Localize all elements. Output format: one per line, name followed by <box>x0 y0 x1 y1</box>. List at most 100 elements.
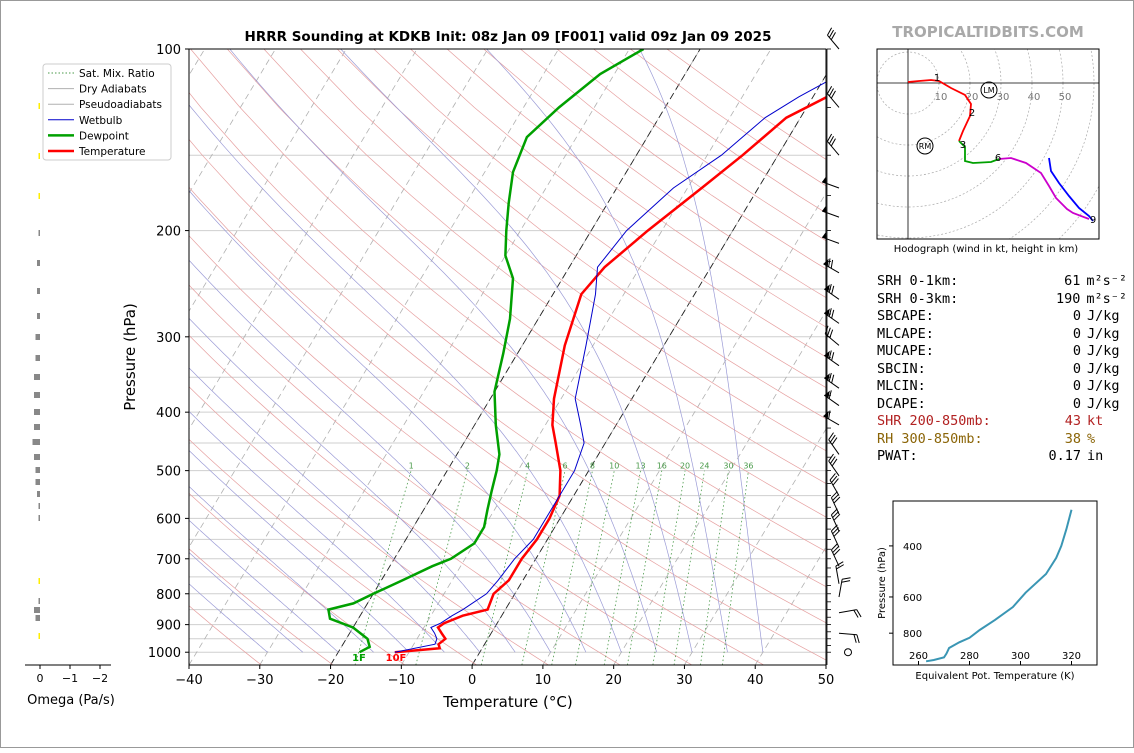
mixing-ratio-label: 30 <box>723 462 733 471</box>
pseudoadiabat <box>341 49 692 652</box>
theta-e-y-tick-label: 400 <box>903 542 922 553</box>
watermark: TROPICALTIDBITS.COM <box>892 23 1084 41</box>
parameter-value: 0 <box>1001 326 1081 344</box>
hodograph-frame <box>877 49 1099 239</box>
theta-e-x-tick-label: 320 <box>1062 651 1081 662</box>
omega-tick-label: −1 <box>62 672 78 685</box>
parameter-unit: kt <box>1081 413 1103 431</box>
omega-bar <box>39 153 41 159</box>
omega-bar <box>34 454 40 460</box>
x-tick-label: 0 <box>468 673 476 688</box>
parameter-unit: J/kg <box>1081 361 1120 379</box>
legend-label: Wetbulb <box>79 115 123 127</box>
wind-barb <box>830 544 846 566</box>
mixing-ratio-label: 6 <box>562 462 567 471</box>
pseudoadiabat <box>487 49 728 652</box>
mixing-ratio-label: 36 <box>743 462 753 471</box>
omega-bar <box>37 313 40 319</box>
y-tick-label: 600 <box>156 512 181 527</box>
pseudoadiabat <box>1 267 303 652</box>
mixing-ratio-line <box>481 471 527 665</box>
parameter-label: SRH 0-3km: <box>877 291 1001 309</box>
omega-bar <box>39 578 41 584</box>
mixing-ratio-label: 24 <box>699 462 709 471</box>
wind-barb <box>822 175 841 188</box>
omega-bar <box>34 409 40 415</box>
parameter-value: 0 <box>1001 378 1081 396</box>
omega-bar <box>36 467 41 473</box>
isotherm <box>260 49 630 665</box>
omega-xlabel: Omega (Pa/s) <box>27 693 115 708</box>
omega-bar <box>36 355 41 361</box>
y-tick-label: 500 <box>156 465 181 480</box>
parameter-unit: % <box>1081 431 1095 449</box>
hodograph-height-label: 3 <box>960 140 966 151</box>
parameter-value: 38 <box>1001 431 1081 449</box>
isotherm <box>401 49 771 665</box>
omega-bar <box>36 615 41 621</box>
parameter-label: MLCAPE: <box>877 326 1001 344</box>
omega-panel: 0 −1 −2 <box>25 103 111 685</box>
parameter-unit: J/kg <box>1081 343 1120 361</box>
parameter-row: RH 300-850mb:38% <box>877 431 1127 449</box>
pseudoadiabat <box>146 49 621 652</box>
legend-label: Dry Adiabats <box>79 84 147 96</box>
mixing-ratio-label: 1 <box>409 462 414 471</box>
x-tick-label: 30 <box>676 673 693 688</box>
hodograph-height-label: 6 <box>995 153 1001 164</box>
wind-barb <box>827 433 846 455</box>
x-tick-label: 50 <box>818 673 835 688</box>
y-tick-label: 700 <box>156 553 181 568</box>
hodograph-height-label: 1 <box>934 73 940 84</box>
parameter-value: 0 <box>1001 361 1081 379</box>
parameter-label: SBCIN: <box>877 361 1001 379</box>
skewt-xlabel: Temperature (°C) <box>442 693 572 711</box>
dry-adiabat <box>154 49 979 665</box>
omega-bar <box>39 230 41 236</box>
hodograph-segment <box>999 158 1089 219</box>
parameter-label: MUCAPE: <box>877 343 1001 361</box>
parameter-label: SRH 0-1km: <box>877 273 1001 291</box>
y-tick-label: 100 <box>156 43 181 58</box>
parameter-label: DCAPE: <box>877 396 1001 414</box>
theta-e-clip <box>926 510 1071 662</box>
omega-tick-label: 0 <box>37 672 44 685</box>
wind-barb <box>830 492 846 514</box>
hodograph-height-label: 2 <box>969 108 975 119</box>
parameter-unit: J/kg <box>1081 396 1120 414</box>
parameter-value: 0 <box>1001 343 1081 361</box>
wind-barb <box>838 633 860 643</box>
surface-dewpoint-label: 1F <box>352 653 366 664</box>
x-tick-label: 20 <box>605 673 622 688</box>
parameter-unit: J/kg <box>1081 326 1120 344</box>
parameter-value: 0.17 <box>1001 448 1081 466</box>
mixing-ratio-line <box>575 471 614 665</box>
omega-bar <box>39 515 41 521</box>
skewt-profiles <box>328 49 891 652</box>
y-tick-label: 900 <box>156 619 181 634</box>
legend-label: Temperature <box>78 146 146 158</box>
omega-bar <box>36 479 41 485</box>
calm-wind-circle <box>845 649 852 656</box>
omega-bar <box>37 288 40 294</box>
isotherm-reference <box>472 49 842 665</box>
wind-barb <box>835 562 847 584</box>
parameter-label: RH 300-850mb: <box>877 431 1001 449</box>
omega-bar <box>34 607 40 613</box>
hodograph-caption: Hodograph (wind in kt, height in km) <box>894 244 1079 255</box>
x-tick-label: 10 <box>535 673 552 688</box>
mixing-ratio-line <box>700 471 728 665</box>
omega-tick-label: −2 <box>92 672 108 685</box>
hodograph-storm-motion-label: LM <box>983 86 994 95</box>
parameter-label: SBCAPE: <box>877 308 1001 326</box>
